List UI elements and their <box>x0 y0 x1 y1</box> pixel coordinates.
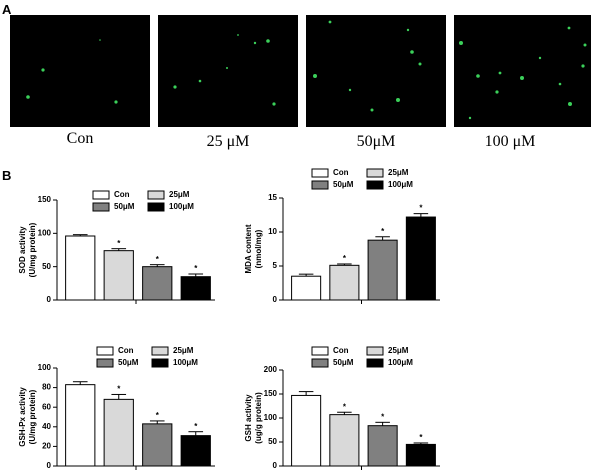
significance-mark: * <box>419 433 423 442</box>
y-tick-label: 150 <box>264 389 278 398</box>
legend-swatch <box>311 358 329 368</box>
bar <box>65 235 96 301</box>
significance-mark: * <box>194 264 198 273</box>
y-tick-label: 100 <box>38 363 52 372</box>
panel-label: B <box>2 168 11 183</box>
legend-label: 25μM <box>388 168 409 177</box>
bar <box>180 435 211 467</box>
legend-swatch <box>366 346 384 356</box>
y-tick-label: 20 <box>42 442 51 451</box>
legend-swatch <box>96 358 114 368</box>
y-tick-label: 80 <box>42 383 51 392</box>
y-axis-label: SOD activity <box>18 226 27 274</box>
legend-swatch <box>151 346 169 356</box>
legend-label: 100μM <box>173 358 198 367</box>
y-tick-label: 40 <box>42 422 51 431</box>
legend-label: 25μM <box>388 346 409 355</box>
bar <box>103 398 134 467</box>
bar <box>291 394 322 467</box>
legend-swatch <box>311 180 329 190</box>
bar <box>367 239 398 301</box>
micrographs <box>10 15 591 127</box>
bar <box>329 414 360 467</box>
significance-mark: * <box>419 204 423 213</box>
image-caption: 25 μM <box>207 133 250 150</box>
legend-swatch <box>92 190 110 200</box>
legend-label: 50μM <box>333 358 354 367</box>
image-caption: 100 μM <box>485 133 536 150</box>
legend-swatch <box>96 346 114 356</box>
legend-label: 100μM <box>169 202 194 211</box>
bar <box>405 443 436 467</box>
significance-mark: * <box>194 422 198 431</box>
significance-mark: * <box>156 411 160 420</box>
y-tick-label: 10 <box>268 227 277 236</box>
y-tick-label: 150 <box>38 195 52 204</box>
y-tick-label: 100 <box>264 413 278 422</box>
legend-label: 50μM <box>114 202 135 211</box>
significance-mark: * <box>156 255 160 264</box>
significance-mark: * <box>343 402 347 411</box>
bar <box>367 425 398 467</box>
y-tick-label: 0 <box>273 461 278 470</box>
significance-mark: * <box>343 254 347 263</box>
significance-mark: * <box>117 385 121 394</box>
significance-mark: * <box>381 412 385 421</box>
panel-label: A <box>2 2 12 17</box>
bar <box>329 264 360 301</box>
legend-swatch <box>147 202 165 212</box>
bar <box>180 276 211 301</box>
y-tick-label: 200 <box>264 365 278 374</box>
legend-label: 25μM <box>169 190 190 199</box>
significance-mark: * <box>381 227 385 236</box>
legend-label: 50μM <box>333 180 354 189</box>
legend-swatch <box>311 346 329 356</box>
legend-swatch <box>366 180 384 190</box>
y-tick-label: 0 <box>47 295 52 304</box>
legend-label: 25μM <box>173 346 194 355</box>
legend-swatch <box>92 202 110 212</box>
y-axis-label: (nmol/mg) <box>254 229 263 268</box>
legend-label: Con <box>333 168 349 177</box>
y-tick-label: 15 <box>268 193 277 202</box>
y-axis-label: (ug/g protein) <box>254 392 263 444</box>
y-tick-label: 0 <box>47 461 52 470</box>
bar <box>103 250 134 301</box>
y-axis-label: MDA content <box>244 224 253 273</box>
image-caption: Con <box>67 130 94 147</box>
legend-swatch <box>151 358 169 368</box>
y-axis-label: (U/mg protein) <box>28 389 37 444</box>
y-tick-label: 50 <box>268 437 277 446</box>
significance-mark: * <box>117 239 121 248</box>
y-tick-label: 100 <box>38 228 52 237</box>
bar <box>65 384 96 467</box>
y-axis-label: (U/mg protein) <box>28 222 37 277</box>
y-tick-label: 5 <box>273 261 278 270</box>
bar <box>405 216 436 301</box>
legend-swatch <box>311 168 329 178</box>
y-tick-label: 50 <box>42 262 51 271</box>
legend-swatch <box>366 358 384 368</box>
y-axis-label: GSH activity <box>244 394 253 442</box>
image-caption: 50μM <box>357 133 396 150</box>
y-axis-label: GSH-Px activity <box>18 387 27 447</box>
legend-label: Con <box>118 346 134 355</box>
legend-label: Con <box>114 190 130 199</box>
y-tick-label: 60 <box>42 402 51 411</box>
legend-label: 100μM <box>388 358 413 367</box>
y-tick-label: 0 <box>273 295 278 304</box>
bar <box>142 423 173 467</box>
legend-label: 50μM <box>118 358 139 367</box>
legend-label: 100μM <box>388 180 413 189</box>
legend-swatch <box>147 190 165 200</box>
bar <box>142 266 173 301</box>
bar <box>291 275 322 301</box>
legend-swatch <box>366 168 384 178</box>
legend-label: Con <box>333 346 349 355</box>
